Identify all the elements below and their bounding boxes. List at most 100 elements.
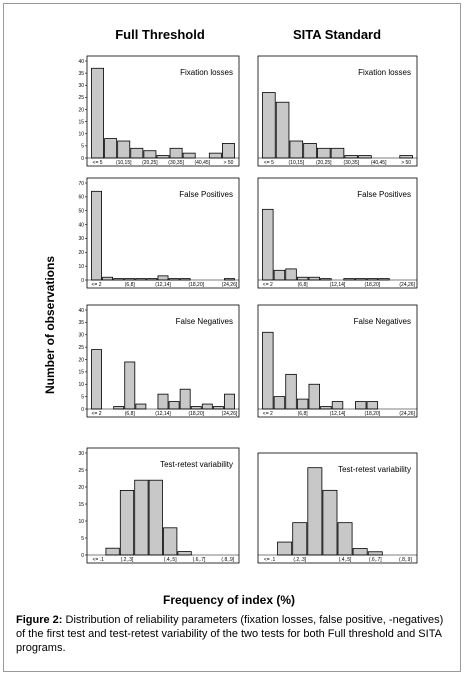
x-tick-label: <= .1	[264, 557, 276, 563]
bar	[285, 373, 297, 410]
x-tick-label: (.4,.5]	[164, 557, 177, 563]
x-tick-label: (.6,.7]	[193, 557, 206, 563]
x-tick-label: > 50	[224, 160, 234, 166]
x-tick-label: (40,45]	[194, 160, 210, 166]
panel-frame	[257, 304, 418, 418]
y-tick-label: 15	[78, 119, 84, 125]
bar	[222, 143, 235, 159]
bar	[104, 138, 118, 159]
bar	[262, 92, 276, 159]
y-tick-label: 0	[81, 156, 84, 162]
bar	[262, 331, 274, 410]
x-tick-label: <= 2	[263, 282, 273, 288]
column-title-full-threshold: Full Threshold	[115, 27, 205, 42]
bar	[399, 155, 413, 159]
bar	[285, 268, 297, 281]
x-tick-label: (18,20]	[365, 282, 381, 288]
y-tick-label: 0	[81, 407, 84, 413]
bar	[168, 401, 180, 410]
bar	[135, 403, 147, 410]
panel-frame	[86, 304, 240, 418]
bar	[105, 547, 120, 556]
panel-frame	[86, 55, 240, 167]
bar	[273, 396, 286, 410]
bar	[307, 467, 323, 556]
y-tick-label: 25	[78, 95, 84, 101]
y-tick-label: 40	[78, 59, 84, 65]
panel-frame	[257, 177, 418, 289]
bar	[169, 147, 183, 159]
bar	[102, 276, 114, 281]
column-title-sita-standard: SITA Standard	[292, 27, 382, 42]
y-tick-label: 40	[78, 222, 84, 228]
y-tick-label: 30	[78, 451, 84, 457]
bar	[366, 401, 379, 410]
y-tick-label: 30	[78, 236, 84, 242]
figure-frame	[3, 3, 461, 672]
bar	[303, 143, 317, 159]
y-tick-label: 15	[78, 370, 84, 376]
panel-title: Fixation losses	[180, 68, 233, 77]
x-tick-label: (12,14]	[155, 411, 171, 417]
bar	[224, 393, 235, 410]
bar	[344, 155, 358, 159]
y-tick-label: 20	[78, 250, 84, 256]
y-tick-label: 20	[78, 357, 84, 363]
y-tick-label: 40	[78, 308, 84, 314]
bar	[208, 152, 222, 159]
bar	[296, 398, 309, 410]
y-tick-label: 10	[78, 264, 84, 270]
bar	[358, 155, 372, 159]
x-tick-label: (.2,.3]	[121, 557, 134, 563]
x-tick-label: (40,45]	[371, 160, 387, 166]
chart-panel-3: <= 2 (6,8] (12,14] (18,20] (24,26] False Posi…	[257, 177, 418, 289]
bar	[331, 401, 344, 410]
bar	[182, 152, 196, 159]
figure-caption: Figure 2: Distribution of reliability pa…	[16, 613, 448, 655]
bar	[177, 551, 192, 556]
bar	[179, 388, 191, 410]
bar	[308, 276, 320, 281]
bar	[157, 393, 169, 410]
bar	[163, 527, 178, 556]
bar	[275, 101, 290, 159]
y-tick-label: 0	[81, 278, 84, 284]
x-tick-label: (12,14]	[330, 411, 346, 417]
y-tick-label: 10	[78, 132, 84, 138]
x-tick-label: <= 2	[92, 411, 102, 417]
chart-panel-4: 0 5 10 15 20 25 30 35 40 <= 2 (6,8] (12,14] (18,20] (…	[78, 304, 240, 418]
x-tick-label: (.2,.3]	[293, 557, 306, 563]
bar	[91, 67, 104, 159]
x-tick-label: (20,25]	[142, 160, 158, 166]
y-tick-label: 25	[78, 345, 84, 351]
panel-frame	[86, 447, 240, 564]
caption-label: Figure 2:	[16, 614, 63, 626]
panel-title: Fixation losses	[358, 68, 411, 77]
y-tick-label: 50	[78, 209, 84, 215]
chart-panel-7: <= .1 (.2,.3] (.4,.5] (.6,.7] (.8,.9] Test-re…	[257, 452, 418, 564]
bar	[277, 541, 293, 556]
x-tick-label: (.6,.7]	[369, 557, 382, 563]
bar	[292, 522, 308, 556]
x-tick-label: (12,14]	[155, 282, 171, 288]
bar	[355, 401, 367, 410]
y-tick-label: 20	[78, 107, 84, 113]
bar	[117, 140, 131, 159]
bar	[296, 276, 309, 281]
bar	[143, 150, 157, 159]
bar	[212, 406, 224, 410]
panel-title: False Positives	[357, 190, 411, 199]
x-tick-label: (18,20]	[188, 411, 204, 417]
y-tick-label: 30	[78, 333, 84, 339]
bar	[337, 522, 353, 556]
bar	[148, 479, 163, 556]
bar	[317, 147, 331, 159]
y-tick-label: 15	[78, 502, 84, 508]
bar	[157, 275, 169, 281]
bar	[262, 208, 274, 281]
bar	[289, 140, 304, 159]
bar	[91, 190, 102, 281]
y-tick-label: 5	[81, 394, 84, 400]
x-tick-label: (30,35]	[168, 160, 184, 166]
